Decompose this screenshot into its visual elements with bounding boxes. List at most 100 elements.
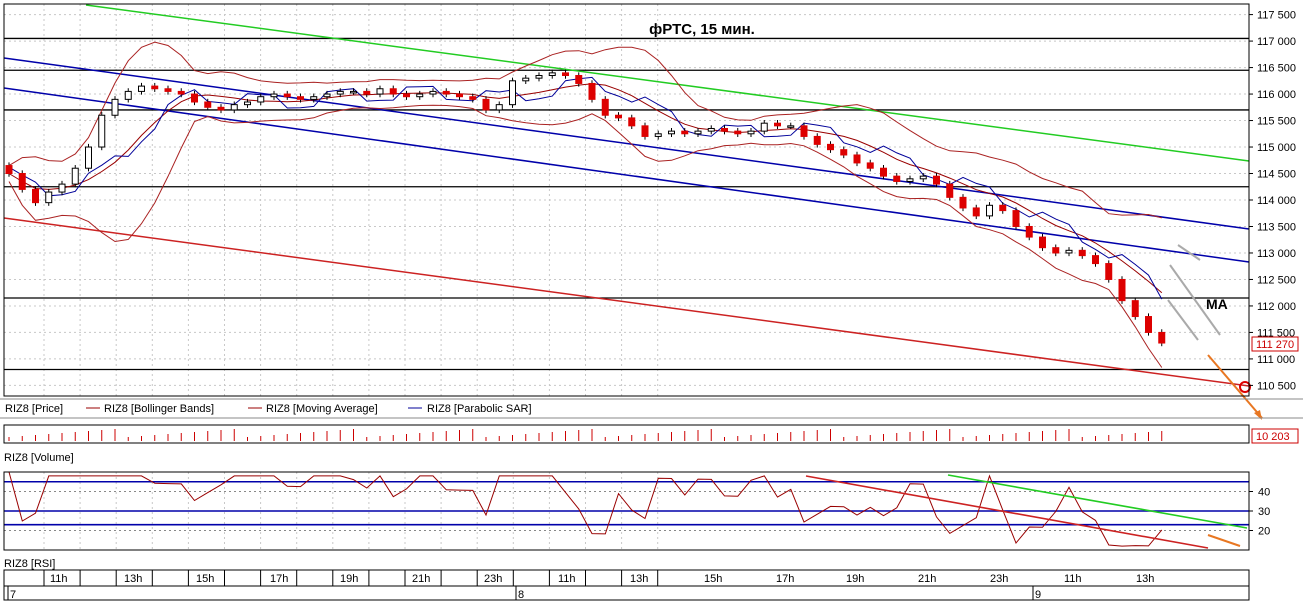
parabolic-sar-line: [8, 76, 1163, 300]
time-label-11h: 11h: [50, 573, 68, 585]
last-price-box: [1251, 336, 1299, 352]
day-label-9: 9: [1035, 589, 1041, 601]
candle-body: [350, 90, 357, 94]
blue-channel-upper: [3, 57, 1250, 230]
chart-title: фРТС, 15 мин.: [649, 21, 755, 38]
candle-body: [18, 173, 26, 190]
candle-body: [853, 154, 861, 164]
gridlines: [4, 4, 1249, 586]
candle-body: [98, 114, 106, 148]
candle-body: [734, 130, 742, 135]
candle-body: [522, 77, 530, 82]
candle-body: [297, 96, 304, 100]
time-label-15h: 15h: [196, 573, 214, 585]
last-price-badge: 111 270: [1251, 336, 1299, 352]
candles: [5, 69, 1166, 347]
last-volume-badge: 10 203: [1251, 428, 1299, 444]
candle-body: [707, 127, 715, 132]
rsi-tick-label: 40: [1258, 487, 1270, 499]
candle-body: [442, 90, 450, 95]
gray-hint-line: [1169, 264, 1221, 336]
candle-body: [138, 85, 145, 92]
day-label-7: 7: [10, 589, 16, 601]
candle-body: [310, 96, 318, 100]
candle-body: [244, 101, 251, 106]
red-channel-line: [3, 217, 1250, 387]
candle-body: [893, 175, 901, 182]
price-tick-label: 112 000: [1257, 301, 1296, 313]
candle-body: [760, 122, 768, 132]
candle-body: [456, 93, 463, 98]
candle-body: [111, 98, 119, 116]
price-tick-label: 111 000: [1257, 354, 1295, 366]
target-circle: [1239, 381, 1251, 393]
candle-body: [668, 130, 675, 135]
price-tick-label: 115 000: [1257, 142, 1296, 154]
rsi-tick-label: 30: [1258, 506, 1270, 518]
candle-body: [416, 93, 424, 98]
candle-body: [840, 149, 848, 156]
candle-body: [283, 93, 291, 98]
time-axis-frame: [3, 569, 1250, 601]
candle-body: [721, 127, 728, 132]
volume-pane-frame: [3, 424, 1250, 444]
candle-body: [45, 191, 53, 204]
candle-body: [5, 165, 13, 175]
candle-body: [535, 75, 543, 79]
candle-body: [85, 146, 92, 169]
candle-body: [1158, 331, 1166, 344]
candle-body: [58, 183, 66, 193]
candle-body: [866, 162, 874, 169]
candle-body: [376, 88, 384, 95]
candle-body: [509, 80, 516, 106]
candle-body: [747, 130, 755, 135]
candle-body: [217, 106, 225, 111]
panes: [0, 3, 1303, 601]
candle-body: [588, 82, 596, 100]
candle-body: [1025, 225, 1033, 238]
price-tick-label: 113 500: [1257, 221, 1296, 233]
last-price-value: 111 270: [1256, 339, 1294, 351]
candle-body: [1078, 249, 1086, 257]
rsi-green-trendline: [947, 474, 1248, 529]
time-label-21h: 21h: [918, 573, 936, 585]
candle-body: [1092, 255, 1099, 265]
candle-body: [323, 93, 331, 98]
candle-body: [1065, 249, 1073, 254]
candle-body: [959, 196, 967, 209]
legend: RIZ8 [Price] RIZ8 [Bollinger Bands] RIZ8…: [5, 403, 532, 415]
rsi-tick-label: 20: [1258, 526, 1270, 538]
axes: 11h 13h 15h 17h 19h 21h 23h 11h 13h 15h 17h 19h 21h 2…: [7, 10, 1296, 601]
legend-bollinger: RIZ8 [Bollinger Bands]: [104, 403, 214, 415]
candle-body: [787, 125, 795, 128]
candle-body: [615, 114, 622, 119]
time-label-17h: 17h: [776, 573, 794, 585]
candle-body: [999, 204, 1007, 212]
gray-hint-line: [1167, 299, 1199, 341]
candle-body: [204, 101, 212, 108]
candle-body: [403, 93, 410, 98]
rsi-label: RIZ8 [RSI]: [4, 558, 55, 570]
candle-body: [800, 125, 808, 137]
time-label-23h: 23h: [990, 573, 1008, 585]
time-label-21h: 21h: [412, 573, 430, 585]
last-volume-box: [1251, 428, 1299, 444]
time-label-17h: 17h: [270, 573, 288, 585]
price-tick-label: 114 000: [1257, 195, 1296, 207]
price-tick-label: 115 500: [1257, 116, 1296, 128]
candle-body: [177, 90, 185, 95]
price-tick-label: 112 500: [1257, 274, 1296, 286]
candle-body: [827, 143, 834, 151]
trend-lines: [3, 4, 1263, 420]
rsi-red-trendline: [805, 475, 1209, 549]
orange-forecast-arrow: [1207, 354, 1263, 419]
candle-body: [336, 90, 344, 95]
time-label-13h: 13h: [1136, 573, 1154, 585]
candle-body: [986, 204, 993, 217]
last-volume-value: 10 203: [1256, 431, 1290, 443]
indicators: [4, 41, 1249, 549]
candle-body: [389, 88, 397, 95]
candle-body: [1118, 278, 1126, 302]
candle-body: [270, 93, 278, 98]
price-tick-label: 116 000: [1257, 89, 1296, 101]
